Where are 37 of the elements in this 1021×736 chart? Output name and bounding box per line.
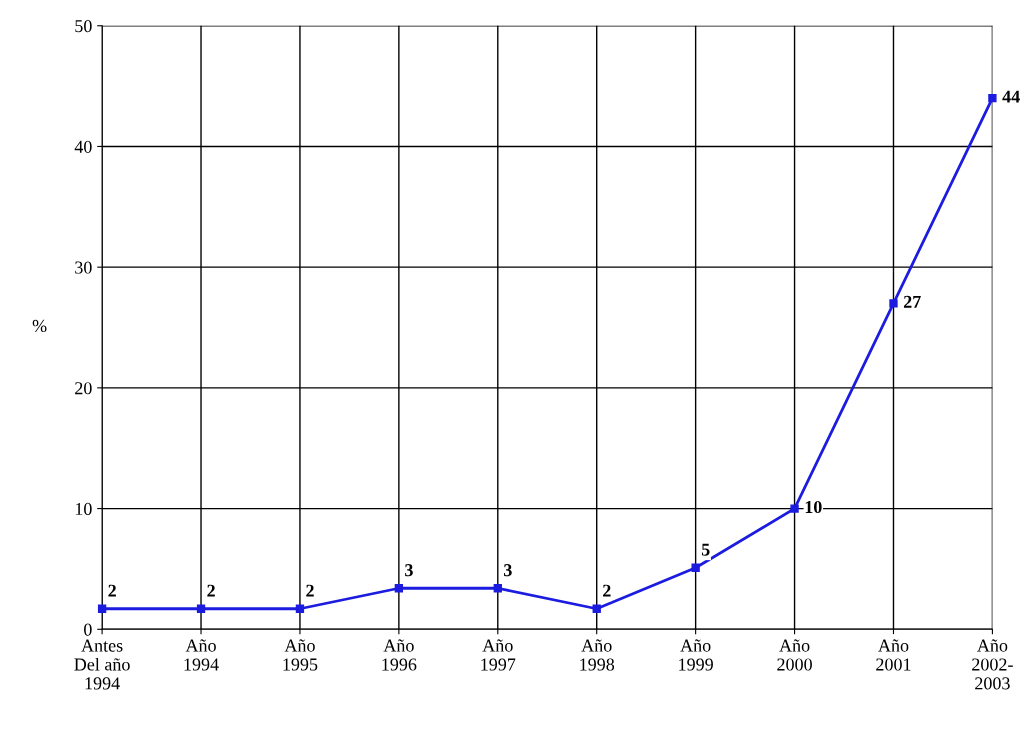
y-tick-label: 0 bbox=[84, 623, 92, 636]
point bbox=[691, 563, 700, 572]
y-tick-label: 30 bbox=[75, 261, 92, 274]
y-axis-title: % bbox=[32, 319, 47, 333]
x-tick-label: Año 2000 bbox=[777, 639, 812, 671]
point bbox=[889, 299, 898, 308]
data-label: 2 bbox=[207, 584, 215, 597]
data-label: 2 bbox=[306, 584, 314, 597]
x-tick-label: Año 1995 bbox=[283, 639, 318, 671]
y-tick-label: 20 bbox=[75, 382, 92, 395]
point bbox=[592, 604, 601, 613]
y-tick-label: 10 bbox=[75, 502, 92, 516]
data-label: 3 bbox=[405, 564, 413, 577]
x-tick-label: Año 1996 bbox=[382, 639, 417, 671]
point bbox=[196, 604, 206, 613]
data-label: 2 bbox=[603, 584, 611, 597]
point bbox=[790, 504, 799, 513]
point bbox=[97, 604, 107, 613]
data-label: 5 bbox=[701, 543, 710, 556]
x-tick-label: Año 2002- 2003 bbox=[972, 639, 1013, 690]
point bbox=[394, 584, 404, 593]
x-tick-label: Año 1998 bbox=[580, 639, 615, 671]
data-label: 27 bbox=[903, 295, 921, 308]
point bbox=[493, 584, 502, 593]
x-tick-label: Año 2001 bbox=[876, 639, 911, 671]
data-label: 3 bbox=[504, 564, 512, 577]
data-label: 10 bbox=[805, 500, 822, 514]
data-label: 44 bbox=[1002, 90, 1020, 103]
x-tick-label: Año 1997 bbox=[481, 639, 516, 671]
x-tick-label: Antes Del año 1994 bbox=[74, 639, 130, 690]
y-tick-label: 50 bbox=[75, 20, 92, 33]
x-tick-label: Año 1999 bbox=[679, 639, 713, 671]
y-tick-label: 40 bbox=[74, 140, 92, 153]
point bbox=[295, 604, 305, 613]
data-label: 2 bbox=[108, 584, 116, 597]
point bbox=[988, 94, 997, 103]
x-tick-label: Año 1994 bbox=[184, 639, 219, 671]
